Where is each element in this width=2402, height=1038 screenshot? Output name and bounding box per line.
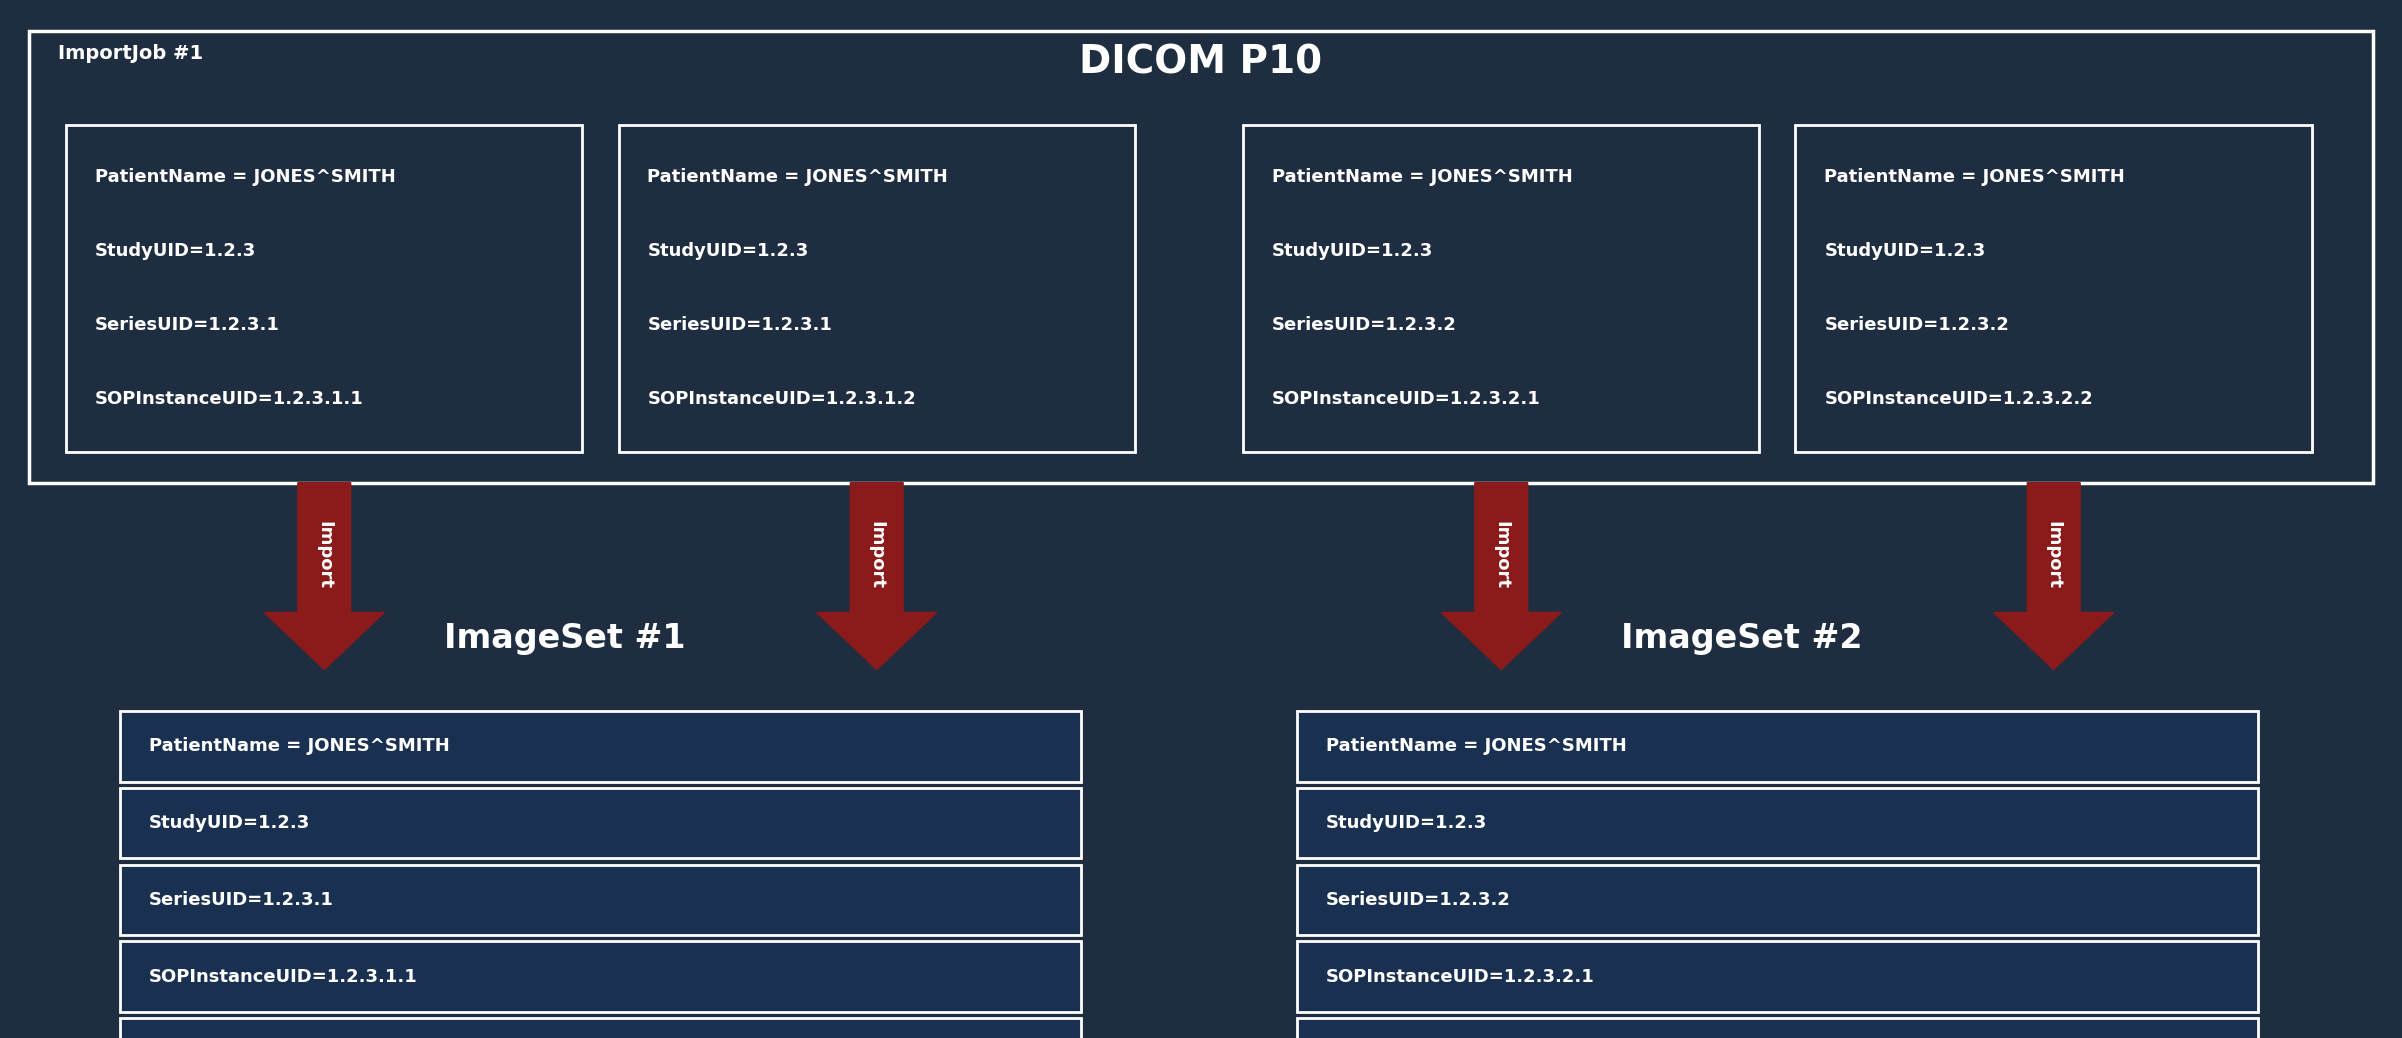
FancyBboxPatch shape [1794,125,2311,452]
Text: SOPInstanceUID=1.2.3.1.2: SOPInstanceUID=1.2.3.1.2 [649,390,915,408]
FancyBboxPatch shape [620,125,1136,452]
Text: StudyUID=1.2.3: StudyUID=1.2.3 [1273,242,1434,261]
FancyBboxPatch shape [120,1018,1081,1038]
Text: SOPInstanceUID=1.2.3.1.1: SOPInstanceUID=1.2.3.1.1 [96,390,363,408]
Text: SOPInstanceUID=1.2.3.2.2: SOPInstanceUID=1.2.3.2.2 [1826,390,2092,408]
Text: SOPInstanceUID=1.2.3.2.1: SOPInstanceUID=1.2.3.2.1 [1273,390,1540,408]
FancyArrow shape [817,483,937,670]
Text: PatientName = JONES^SMITH: PatientName = JONES^SMITH [1273,168,1573,186]
FancyBboxPatch shape [1244,125,1758,452]
Text: PatientName = JONES^SMITH: PatientName = JONES^SMITH [649,168,949,186]
Text: Import: Import [2044,521,2063,590]
Text: SeriesUID=1.2.3.1: SeriesUID=1.2.3.1 [649,316,831,334]
Text: SeriesUID=1.2.3.1: SeriesUID=1.2.3.1 [96,316,279,334]
Text: Import: Import [315,521,334,590]
FancyBboxPatch shape [120,865,1081,935]
FancyBboxPatch shape [120,788,1081,858]
FancyBboxPatch shape [67,125,584,452]
Text: PatientName = JONES^SMITH: PatientName = JONES^SMITH [149,737,449,756]
Text: StudyUID=1.2.3: StudyUID=1.2.3 [149,814,310,832]
Text: SeriesUID=1.2.3.1: SeriesUID=1.2.3.1 [149,891,334,909]
Text: SOPInstanceUID=1.2.3.1.1: SOPInstanceUID=1.2.3.1.1 [149,967,418,986]
Text: StudyUID=1.2.3: StudyUID=1.2.3 [96,242,257,261]
Text: SeriesUID=1.2.3.2: SeriesUID=1.2.3.2 [1326,891,1511,909]
FancyBboxPatch shape [120,941,1081,1012]
FancyArrow shape [264,483,384,670]
FancyBboxPatch shape [1297,788,2258,858]
Text: Import: Import [1492,521,1511,590]
FancyBboxPatch shape [120,711,1081,782]
Text: ImageSet #1: ImageSet #1 [444,622,687,655]
Text: StudyUID=1.2.3: StudyUID=1.2.3 [1326,814,1487,832]
Text: PatientName = JONES^SMITH: PatientName = JONES^SMITH [1826,168,2126,186]
FancyBboxPatch shape [29,31,2373,483]
Text: ImportJob #1: ImportJob #1 [58,44,202,62]
FancyArrow shape [1441,483,1561,670]
Text: StudyUID=1.2.3: StudyUID=1.2.3 [1826,242,1986,261]
Text: DICOM P10: DICOM P10 [1078,44,1324,82]
Text: Import: Import [867,521,886,590]
FancyBboxPatch shape [1297,711,2258,782]
Text: PatientName = JONES^SMITH: PatientName = JONES^SMITH [1326,737,1626,756]
FancyBboxPatch shape [1297,941,2258,1012]
Text: SOPInstanceUID=1.2.3.2.1: SOPInstanceUID=1.2.3.2.1 [1326,967,1595,986]
FancyArrow shape [1994,483,2114,670]
Text: StudyUID=1.2.3: StudyUID=1.2.3 [649,242,809,261]
FancyBboxPatch shape [1297,1018,2258,1038]
Text: SeriesUID=1.2.3.2: SeriesUID=1.2.3.2 [1273,316,1456,334]
Text: ImageSet #2: ImageSet #2 [1621,622,1864,655]
FancyBboxPatch shape [1297,865,2258,935]
Text: SeriesUID=1.2.3.2: SeriesUID=1.2.3.2 [1826,316,2008,334]
Text: PatientName = JONES^SMITH: PatientName = JONES^SMITH [96,168,396,186]
